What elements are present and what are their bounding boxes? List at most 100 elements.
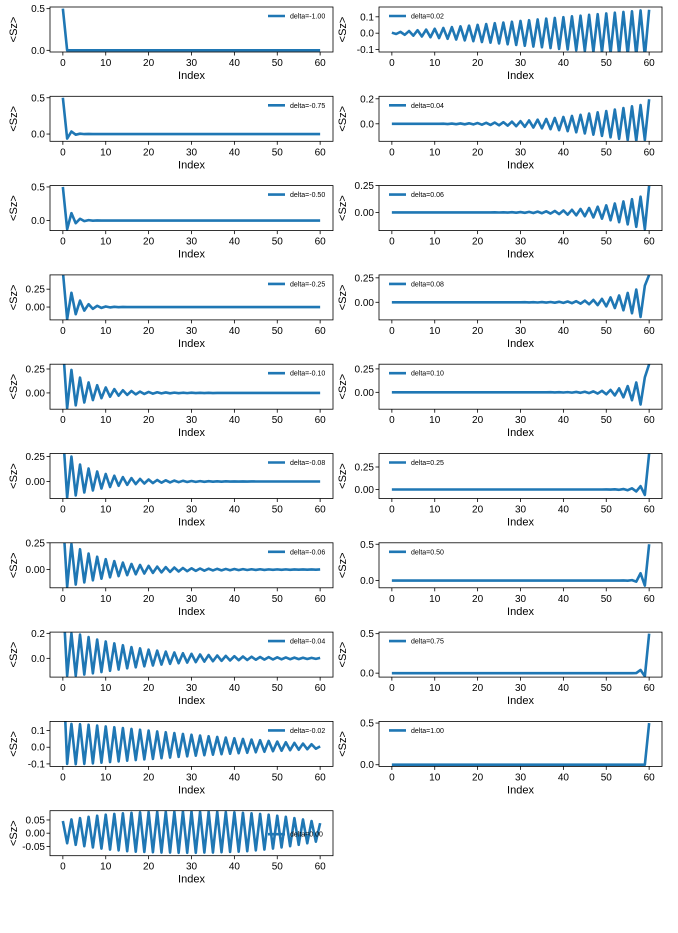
x-tick-label: 60	[315, 147, 327, 158]
y-axis-label: <Sz>	[8, 463, 20, 489]
x-tick-label: 20	[472, 326, 484, 337]
x-tick-label: 20	[472, 683, 484, 694]
x-tick-label: 40	[229, 683, 241, 694]
legend: delta=-1.00	[268, 14, 325, 21]
legend: delta=0.08	[389, 281, 444, 288]
x-tick-label: 50	[272, 683, 284, 694]
y-axis-label: <Sz>	[8, 17, 20, 43]
x-tick-label: 50	[601, 772, 613, 783]
y-axis-label: <Sz>	[8, 374, 20, 400]
y-tick-label: 0.00	[26, 829, 46, 840]
legend: delta=-0.10	[268, 371, 325, 378]
y-tick-label: 0.00	[26, 388, 46, 399]
subplot-9: 0 10 20 30 40 50 60 0.00 0.25 Index <Sz> delta=-0.1…	[8, 363, 334, 439]
x-tick-label: 20	[143, 772, 155, 783]
x-tick-label: 40	[229, 415, 241, 426]
legend-label: delta=-0.75	[290, 103, 325, 110]
y-tick-label: 0.25	[355, 364, 375, 375]
legend: delta=0.75	[389, 639, 444, 646]
x-tick-label: 40	[558, 683, 570, 694]
x-tick-label: 50	[272, 58, 284, 69]
series-line	[64, 721, 321, 766]
x-axis-label: Index	[507, 70, 534, 82]
legend-label: delta=0.50	[411, 549, 444, 556]
x-tick-label: 10	[429, 594, 441, 605]
x-tick-label: 60	[315, 326, 327, 337]
legend: delta=-0.06	[268, 549, 325, 556]
subplot-3: 0 10 20 30 40 50 60 0.0 0.5 Index <Sz> delta=-0.75	[8, 93, 334, 171]
x-tick-label: 50	[272, 505, 284, 516]
y-tick-label: 0.0	[31, 130, 45, 141]
y-tick-label: 0.0	[31, 216, 45, 227]
x-tick-label: 10	[100, 683, 112, 694]
series-line	[63, 542, 321, 588]
x-tick-label: 0	[60, 594, 66, 605]
x-tick-label: 20	[143, 594, 155, 605]
legend-label: delta=0.10	[411, 371, 444, 378]
legend-label: delta=-0.25	[290, 281, 325, 288]
y-axis-label: <Sz>	[8, 195, 20, 221]
y-tick-label: 0.25	[26, 285, 46, 296]
legend: delta=0.06	[389, 192, 444, 199]
x-tick-label: 10	[429, 415, 441, 426]
legend-label: delta=-1.00	[290, 14, 325, 21]
subplot-15: 0 10 20 30 40 50 60 0.0 0.2 Index <Sz> delta=-0.04	[8, 629, 334, 707]
y-tick-label: 0.05	[26, 815, 46, 826]
y-tick-label: 0.25	[355, 463, 375, 474]
y-axis-label: <Sz>	[337, 463, 349, 489]
y-tick-label: 0.0	[360, 576, 374, 587]
x-tick-label: 60	[644, 237, 656, 248]
y-tick-label: 0.1	[31, 726, 45, 737]
x-tick-label: 40	[229, 505, 241, 516]
x-axis-label: Index	[178, 159, 205, 171]
y-tick-label: 0.5	[360, 719, 374, 730]
series-line	[391, 99, 651, 142]
x-tick-label: 40	[558, 326, 570, 337]
y-tick-label: 0.00	[355, 208, 375, 219]
y-tick-label: 0.00	[26, 477, 46, 488]
y-axis-label: <Sz>	[8, 731, 20, 757]
x-tick-label: 10	[100, 415, 112, 426]
x-tick-label: 60	[315, 862, 327, 873]
x-axis-label: Index	[178, 70, 205, 82]
legend-label: delta=-0.50	[290, 192, 325, 199]
x-tick-label: 40	[229, 326, 241, 337]
x-tick-label: 30	[515, 505, 527, 516]
legend: delta=-0.02	[268, 728, 325, 735]
y-tick-label: -0.1	[357, 45, 375, 56]
series-line	[61, 8, 321, 52]
y-axis-label: <Sz>	[8, 552, 20, 578]
x-tick-label: 40	[229, 594, 241, 605]
x-tick-label: 0	[60, 326, 66, 337]
x-tick-label: 60	[315, 58, 327, 69]
x-tick-label: 40	[558, 505, 570, 516]
y-axis-label: <Sz>	[8, 642, 20, 668]
x-axis-label: Index	[178, 874, 205, 886]
x-tick-label: 0	[60, 237, 66, 248]
x-tick-label: 10	[100, 237, 112, 248]
y-tick-label: 0.0	[360, 760, 374, 771]
y-tick-label: 0.0	[31, 46, 45, 57]
x-tick-label: 0	[60, 683, 66, 694]
x-tick-label: 50	[601, 237, 613, 248]
x-tick-label: 20	[472, 772, 484, 783]
subplot-17: 0 10 20 30 40 50 60 -0.1 0.0 0.1 Index <Sz> delta=-0…	[8, 721, 334, 796]
y-tick-label: 0.00	[355, 485, 375, 496]
x-tick-label: 10	[100, 147, 112, 158]
x-axis-label: Index	[507, 606, 534, 618]
y-axis-label: <Sz>	[337, 642, 349, 668]
x-tick-label: 60	[644, 326, 656, 337]
x-tick-label: 20	[143, 326, 155, 337]
series-line	[391, 9, 651, 52]
y-tick-label: 0.2	[31, 629, 45, 640]
x-axis-label: Index	[178, 338, 205, 350]
y-tick-label: 0.0	[360, 119, 374, 130]
y-tick-label: 0.0	[360, 669, 374, 680]
x-tick-label: 30	[186, 594, 198, 605]
x-tick-label: 50	[272, 326, 284, 337]
x-tick-label: 0	[60, 772, 66, 783]
y-tick-label: 0.25	[26, 364, 46, 375]
x-tick-label: 0	[60, 147, 66, 158]
series-line	[61, 186, 321, 231]
x-tick-label: 50	[272, 147, 284, 158]
